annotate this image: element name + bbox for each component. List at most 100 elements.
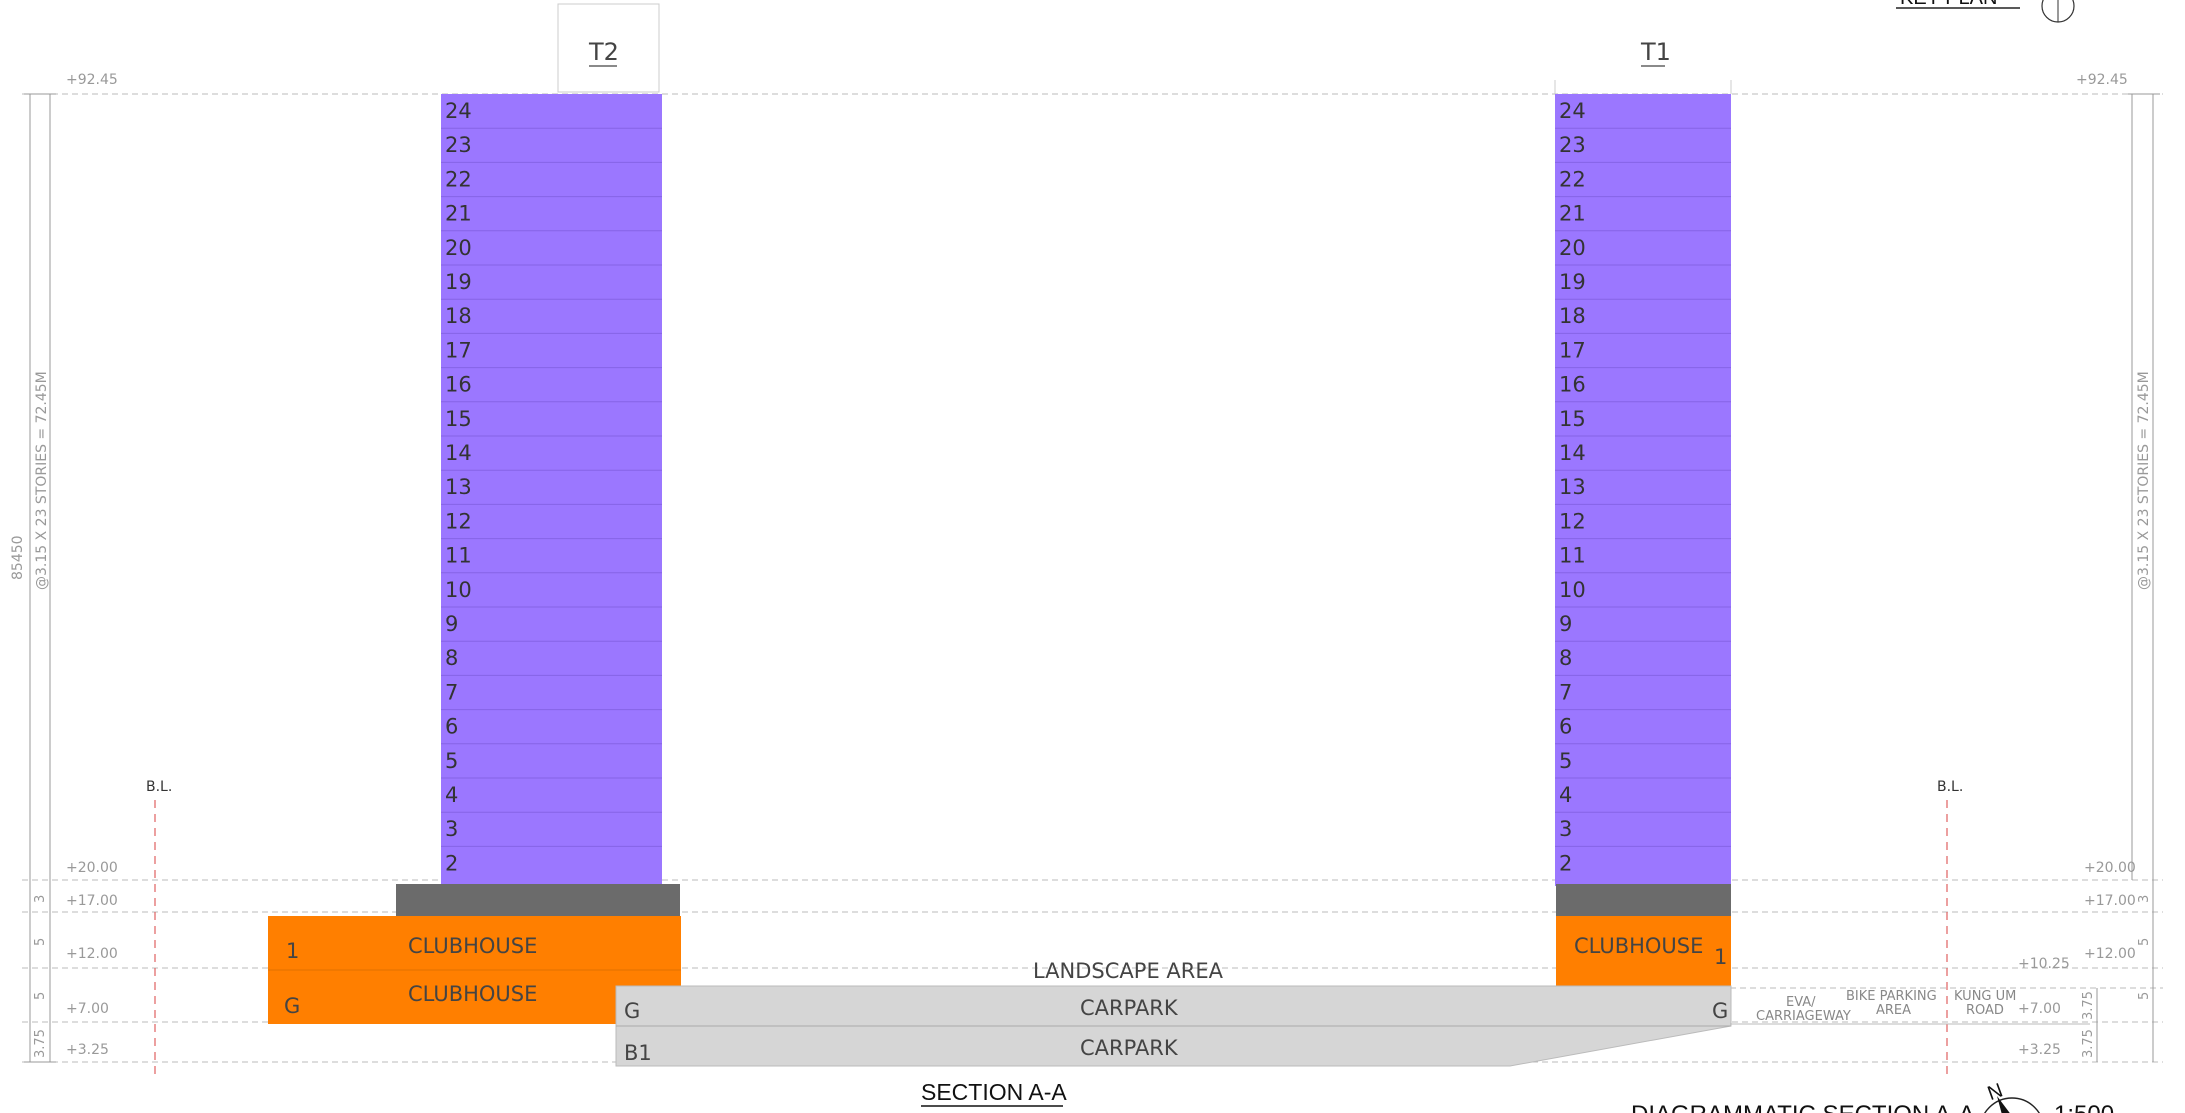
floor-number: 18: [445, 304, 472, 328]
overall-dimension: 85450: [10, 535, 26, 580]
floor-number: 2: [1559, 851, 1572, 875]
boundary-lines: [154, 800, 1948, 1080]
north-label: N: [1985, 1079, 2006, 1105]
section-caption: DIAGRAMMATIC SECTION A-A: [1631, 1101, 1975, 1113]
eva-label-1: EVA/: [1786, 995, 1816, 1010]
dim-5-right-a: 5: [2137, 938, 2152, 946]
floor-number: 6: [445, 715, 458, 739]
scale-label: 1:500: [2054, 1101, 2114, 1113]
floor-number: 15: [1559, 407, 1586, 431]
dim-5-right-b: 5: [2137, 992, 2152, 1000]
bike-label-1: BIKE PARKING: [1846, 989, 1937, 1004]
tower-t2-body: [441, 94, 662, 886]
floor-number: 12: [1559, 509, 1586, 533]
dim-375-right-a: 3.75: [2081, 991, 2096, 1020]
clubhouse-t1: [1556, 916, 1731, 986]
floor-number: 18: [1559, 304, 1586, 328]
level-325-left: +3.25: [66, 1042, 109, 1058]
tower-t1-body: [1555, 94, 1731, 886]
level-markers-right: +92.45 +20.00 +17.00 +12.00 +10.25 +7.00…: [2018, 72, 2136, 1058]
level-top-left: +92.45: [66, 72, 118, 88]
floor-number: 9: [1559, 612, 1572, 636]
floor-number: 23: [445, 133, 472, 157]
floor-number: 9: [445, 612, 458, 636]
floor-number: 17: [445, 338, 472, 362]
level-g-right: G: [1712, 999, 1728, 1023]
t2-level-1: 1: [286, 939, 299, 963]
dim-5-left-b: 5: [33, 992, 48, 1000]
tower-t1: T1 24 23 22 21 20 19 18 17 16 15 14 13 12 11 10 9 8 7 6 5 4 3…: [1554, 38, 1732, 886]
key-plan-label: KEY PLAN: [1900, 0, 1997, 9]
dim-375-left: 3.75: [33, 1029, 48, 1058]
floor-number: 8: [1559, 646, 1572, 670]
floor-number: 24: [445, 99, 472, 123]
floor-number: 11: [445, 544, 472, 568]
level-7-left: +7.00: [66, 1001, 109, 1017]
north-arrow-icon: N: [1984, 1079, 2040, 1113]
floor-number: 14: [1559, 441, 1586, 465]
carpark-g-label: CARPARK: [1080, 996, 1179, 1020]
floor-number: 19: [1559, 270, 1586, 294]
floor-number: 10: [1559, 578, 1586, 602]
level-20-right: +20.00: [2084, 860, 2136, 876]
stories-dimension-left: @3.15 X 23 STORIES = 72.45M: [34, 371, 50, 590]
floor-number: 12: [445, 509, 472, 533]
level-7-right: +7.00: [2018, 1001, 2061, 1017]
eva-label-2: CARRIAGEWAY: [1756, 1009, 1851, 1024]
boundary-label-left: B.L.: [146, 779, 172, 795]
floor-number: 7: [445, 680, 458, 704]
floor-number: 21: [1559, 202, 1586, 226]
level-top-right: +92.45: [2076, 72, 2128, 88]
floor-number: 4: [1559, 783, 1572, 807]
floor-number: 17: [1559, 338, 1586, 362]
floor-number: 20: [445, 236, 472, 260]
level-20-left: +20.00: [66, 860, 118, 876]
level-b1: B1: [624, 1041, 652, 1065]
tower-t2: T2 24 23 22 21 20 19 18 17 16 15 14 13 12 11 10 9 8 7 6 5 4 3…: [441, 3, 662, 886]
floor-number: 4: [445, 783, 458, 807]
floor-number: 20: [1559, 236, 1586, 260]
floor-number: 8: [445, 646, 458, 670]
tower-t2-label: T2: [588, 38, 619, 66]
level-1025-right: +10.25: [2018, 956, 2070, 972]
level-12-left: +12.00: [66, 946, 118, 962]
clubhouse-t2-lower-label: CLUBHOUSE: [408, 982, 537, 1006]
floor-number: 7: [1559, 680, 1572, 704]
floor-number: 11: [1559, 544, 1586, 568]
level-12-right: +12.00: [2084, 946, 2136, 962]
floor-number: 16: [445, 373, 472, 397]
t1-level-1: 1: [1714, 945, 1727, 969]
t2-level-g: G: [284, 994, 300, 1018]
floor-number: 22: [445, 167, 472, 191]
road-label-1: KUNG UM: [1954, 989, 2016, 1004]
floor-number: 5: [1559, 749, 1572, 773]
road-labels: EVA/ CARRIAGEWAY BIKE PARKING AREA KUNG …: [1756, 989, 2016, 1024]
level-325-right: +3.25: [2018, 1042, 2061, 1058]
floor-number: 24: [1559, 99, 1586, 123]
floor-number: 21: [445, 202, 472, 226]
left-dimensions: [24, 93, 56, 1063]
floor-number: 2: [445, 851, 458, 875]
floor-number: 14: [445, 441, 472, 465]
dim-3-right: 3: [2137, 895, 2152, 903]
floor-number: 23: [1559, 133, 1586, 157]
carpark-b1-label: CARPARK: [1080, 1036, 1179, 1060]
section-title: SECTION A-A: [921, 1079, 1067, 1105]
floor-number: 22: [1559, 167, 1586, 191]
floor-number: 3: [445, 817, 458, 841]
right-dimensions: [2096, 93, 2160, 1062]
landscape-label: LANDSCAPE AREA: [1033, 959, 1224, 983]
road-label-2: ROAD: [1966, 1003, 2004, 1018]
floor-number: 10: [445, 578, 472, 602]
clubhouse-t1-label: CLUBHOUSE: [1574, 934, 1703, 958]
transfer-plate-t1: [1556, 884, 1731, 916]
stories-dimension-right: @3.15 X 23 STORIES = 72.45M: [2136, 371, 2152, 590]
floor-number: 13: [1559, 475, 1586, 499]
level-17-left: +17.00: [66, 893, 118, 909]
transfer-plate-t2: [396, 884, 680, 916]
key-plan: KEY PLAN: [1896, 0, 2075, 23]
dim-3-left: 3: [33, 895, 48, 903]
dim-5-left-a: 5: [33, 938, 48, 946]
floor-number: 16: [1559, 373, 1586, 397]
